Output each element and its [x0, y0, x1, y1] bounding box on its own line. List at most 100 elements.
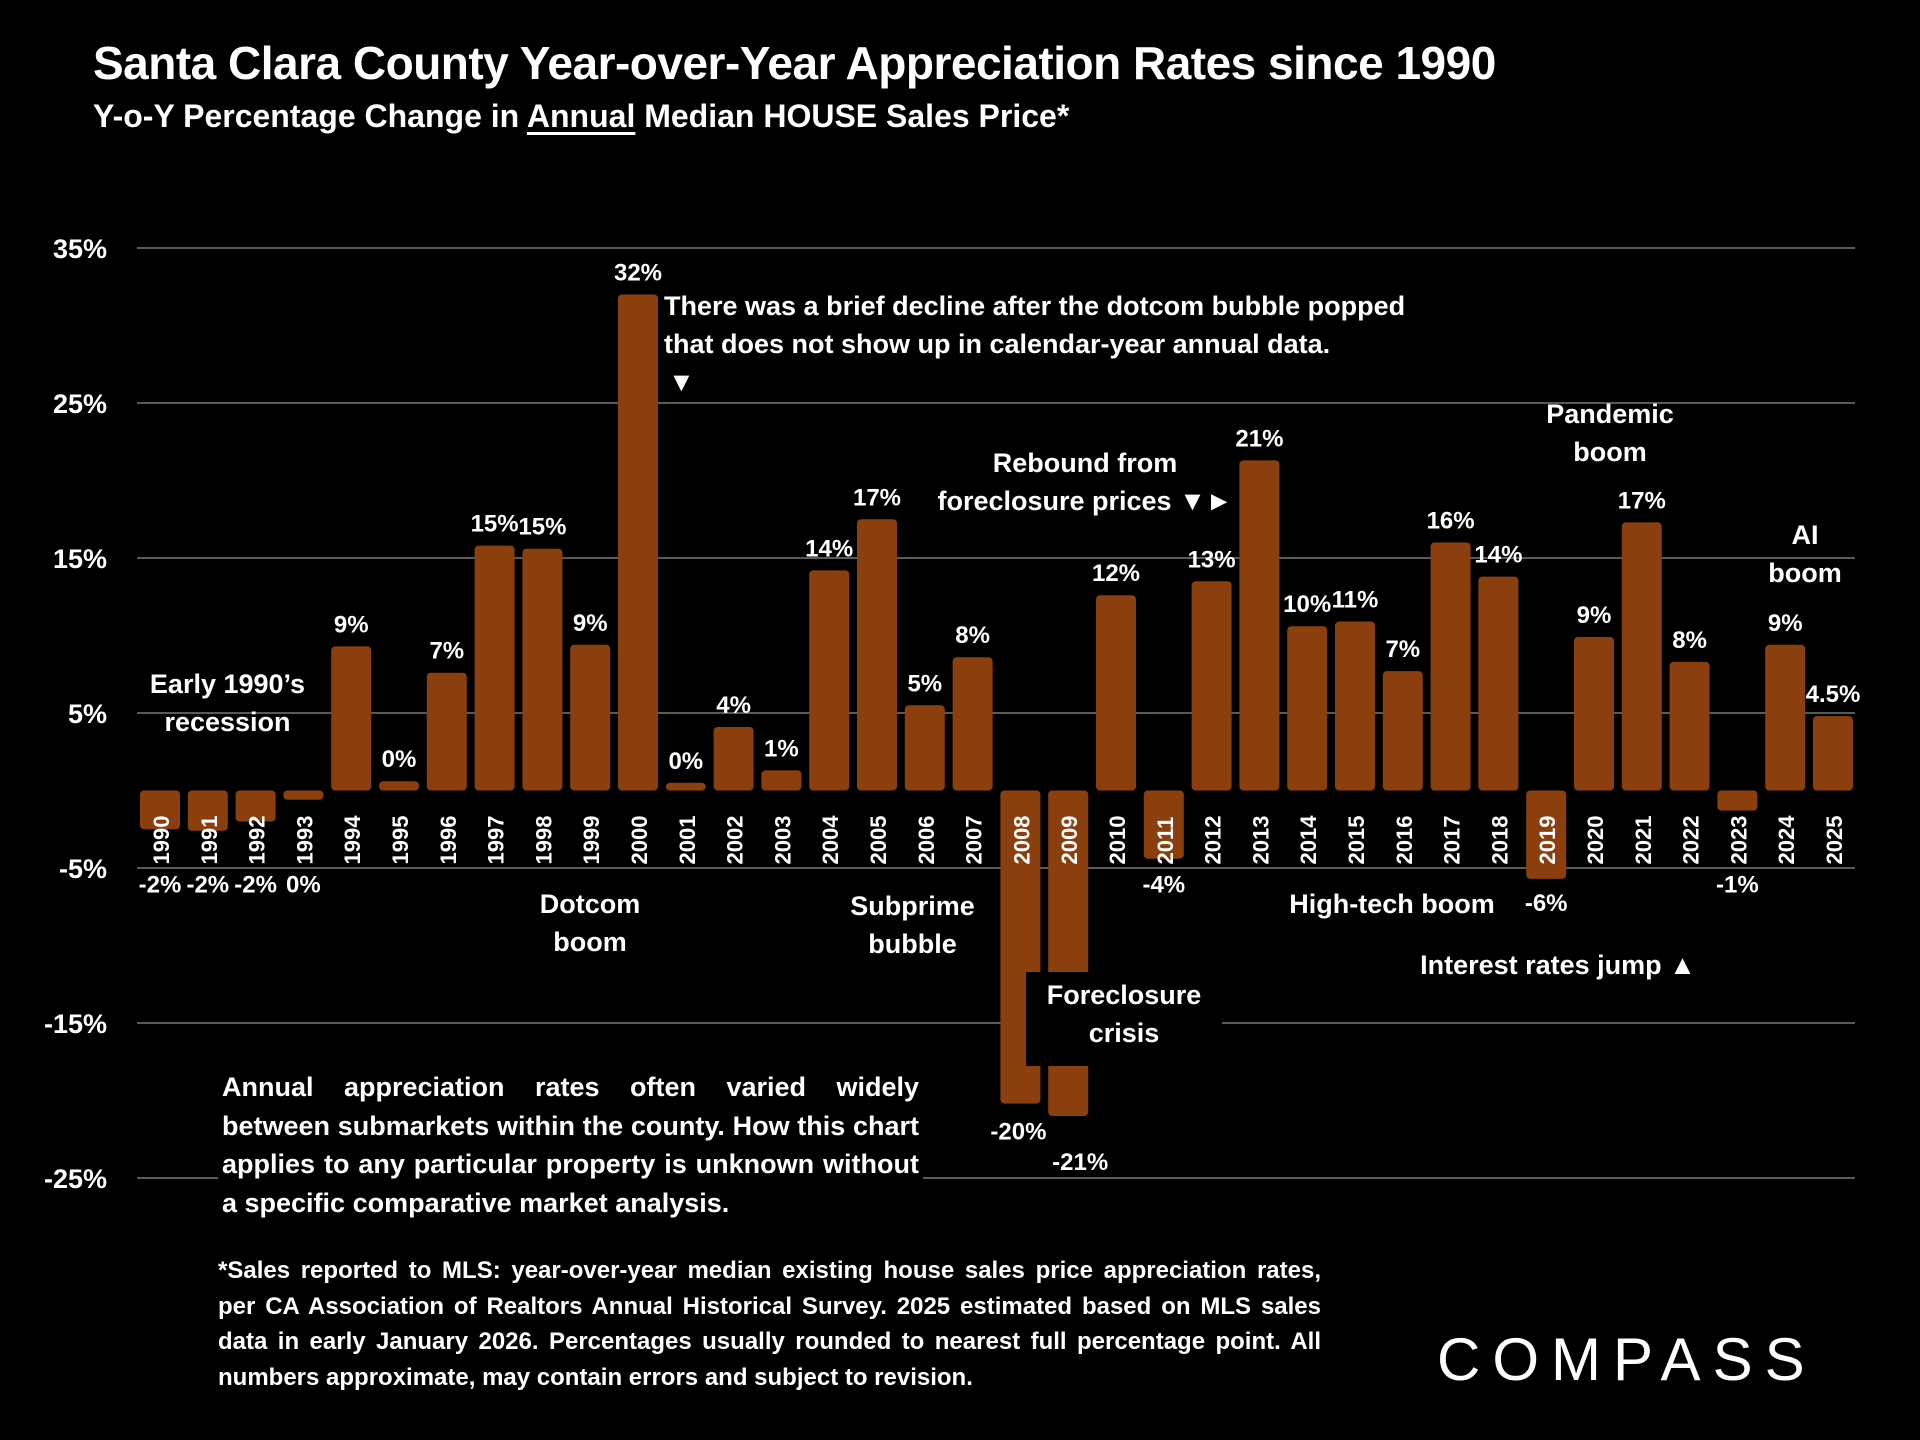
- bar: [618, 294, 658, 791]
- bar: [1574, 637, 1614, 791]
- annotation-line: High-tech boom: [1289, 889, 1495, 919]
- data-label: 10%: [1283, 591, 1331, 618]
- bar: [235, 790, 276, 822]
- x-tick-label: 2023: [1726, 816, 1751, 865]
- data-label: 0%: [668, 748, 703, 775]
- x-tick-label: 2006: [914, 816, 939, 865]
- data-label: 1%: [764, 735, 799, 762]
- x-tick-label: 2007: [962, 816, 987, 865]
- bar: [809, 570, 850, 791]
- data-label: -20%: [990, 1119, 1046, 1146]
- x-tick-label: 2011: [1153, 817, 1178, 865]
- annotation-foreclosure-crisis: Foreclosure crisis: [1026, 972, 1222, 1066]
- data-label: -6%: [1525, 890, 1568, 917]
- x-tick-label: 1990: [149, 816, 174, 865]
- bar: [140, 790, 180, 830]
- data-label: -2%: [186, 872, 229, 899]
- y-tick-label: 15%: [53, 544, 107, 574]
- x-tick-label: 1998: [531, 816, 556, 865]
- y-tick-label: 25%: [53, 389, 107, 419]
- x-tick-label: 2021: [1631, 816, 1656, 865]
- x-tick-label: 1991: [197, 816, 222, 865]
- down-triangle-icon: ▼: [668, 367, 695, 397]
- annotation-rebound: Rebound from foreclosure prices ▼►: [925, 444, 1245, 520]
- x-tick-label: 2014: [1296, 815, 1321, 865]
- data-label: 14%: [805, 535, 853, 562]
- x-tick-label: 2001: [675, 816, 700, 865]
- x-tick-label: 2005: [866, 816, 891, 865]
- annotation-line: foreclosure prices ▼►: [937, 486, 1233, 516]
- data-label: 8%: [955, 622, 990, 649]
- data-label: 21%: [1235, 425, 1283, 452]
- annotation-line: Dotcom: [539, 889, 641, 919]
- data-label: 14%: [1474, 542, 1522, 569]
- data-label: 4%: [716, 692, 751, 719]
- annotation-line: Early 1990’s: [149, 669, 306, 699]
- bar: [1143, 790, 1184, 859]
- annotation-line: There was a brief decline after the dotc…: [664, 291, 1406, 321]
- annotation-line: recession: [164, 707, 291, 737]
- annotation-line: Pandemic: [1546, 399, 1674, 429]
- data-label: 7%: [429, 638, 464, 665]
- footnote: *Sales reported to MLS: year-over-year m…: [218, 1257, 1321, 1391]
- bar: [1669, 661, 1710, 791]
- x-tick-label: 1999: [579, 816, 604, 865]
- bars: [140, 294, 1853, 1116]
- x-tick-label: 2016: [1392, 816, 1417, 865]
- y-tick-label: 35%: [53, 234, 107, 264]
- x-tick-label: 2004: [818, 815, 843, 865]
- x-tick-label: 2013: [1248, 816, 1273, 865]
- bar: [426, 672, 467, 791]
- data-label: 11%: [1332, 587, 1379, 614]
- data-label: 9%: [573, 610, 608, 637]
- x-tick-label: 2003: [770, 816, 795, 865]
- annotation-line: boom: [1768, 558, 1842, 588]
- data-label: 8%: [1672, 627, 1707, 654]
- bar: [1765, 644, 1806, 791]
- x-tick-label: 1993: [292, 816, 317, 865]
- annotation-line: Subprime: [850, 891, 975, 921]
- x-tick-label: 2002: [723, 816, 748, 865]
- bar: [857, 519, 897, 791]
- x-tick-label: 2010: [1105, 816, 1130, 865]
- x-tick-label: 2000: [627, 816, 652, 865]
- bar: [474, 545, 515, 791]
- annotation-line: boom: [553, 927, 627, 957]
- disclaimer-note: Annual appreciation rates often varied w…: [218, 1068, 923, 1222]
- data-label: 5%: [907, 670, 942, 697]
- y-tick-label: 5%: [68, 699, 107, 729]
- x-tick-label: 1992: [245, 816, 270, 865]
- bar: [1382, 671, 1423, 791]
- bar: [1621, 522, 1662, 791]
- annotation-line: Rebound from: [992, 448, 1178, 478]
- data-label: 32%: [614, 260, 662, 287]
- chart-subtitle: Y-o-Y Percentage Change in Annual Median…: [93, 98, 1069, 135]
- data-label: 7%: [1385, 636, 1420, 663]
- bar: [761, 770, 802, 791]
- bar: [1191, 581, 1232, 791]
- x-tick-label: 1997: [484, 816, 509, 865]
- annotation-line: Foreclosure: [1046, 980, 1202, 1010]
- data-label: 17%: [1618, 487, 1666, 514]
- annotation-ai-boom: AI boom: [1755, 516, 1855, 592]
- data-label: 15%: [518, 514, 566, 541]
- subtitle-underlined-word: Annual: [526, 98, 636, 134]
- annotation-interest-rates: Interest rates jump ▲: [1408, 946, 1708, 984]
- x-tick-label: 2009: [1057, 816, 1082, 865]
- bar: [952, 657, 993, 791]
- x-tick-label: 2018: [1487, 816, 1512, 865]
- y-tick-label: -5%: [59, 854, 107, 884]
- annotation-line: Interest rates jump ▲: [1420, 950, 1696, 980]
- compass-logo: COMPASS: [1437, 1326, 1817, 1393]
- bar: [713, 726, 754, 791]
- annotation-dotcom-decline: There was a brief decline after the dotc…: [664, 287, 1405, 401]
- x-tick-label: 2022: [1679, 816, 1704, 865]
- data-label: -4%: [1142, 872, 1185, 899]
- bar: [1717, 790, 1758, 811]
- x-tick-label: 2017: [1440, 816, 1465, 865]
- x-tick-label: 2008: [1009, 816, 1034, 865]
- data-label: 0%: [382, 746, 417, 773]
- bar: [1526, 790, 1567, 879]
- chart-title: Santa Clara County Year-over-Year Apprec…: [93, 37, 1496, 89]
- bar: [187, 790, 228, 831]
